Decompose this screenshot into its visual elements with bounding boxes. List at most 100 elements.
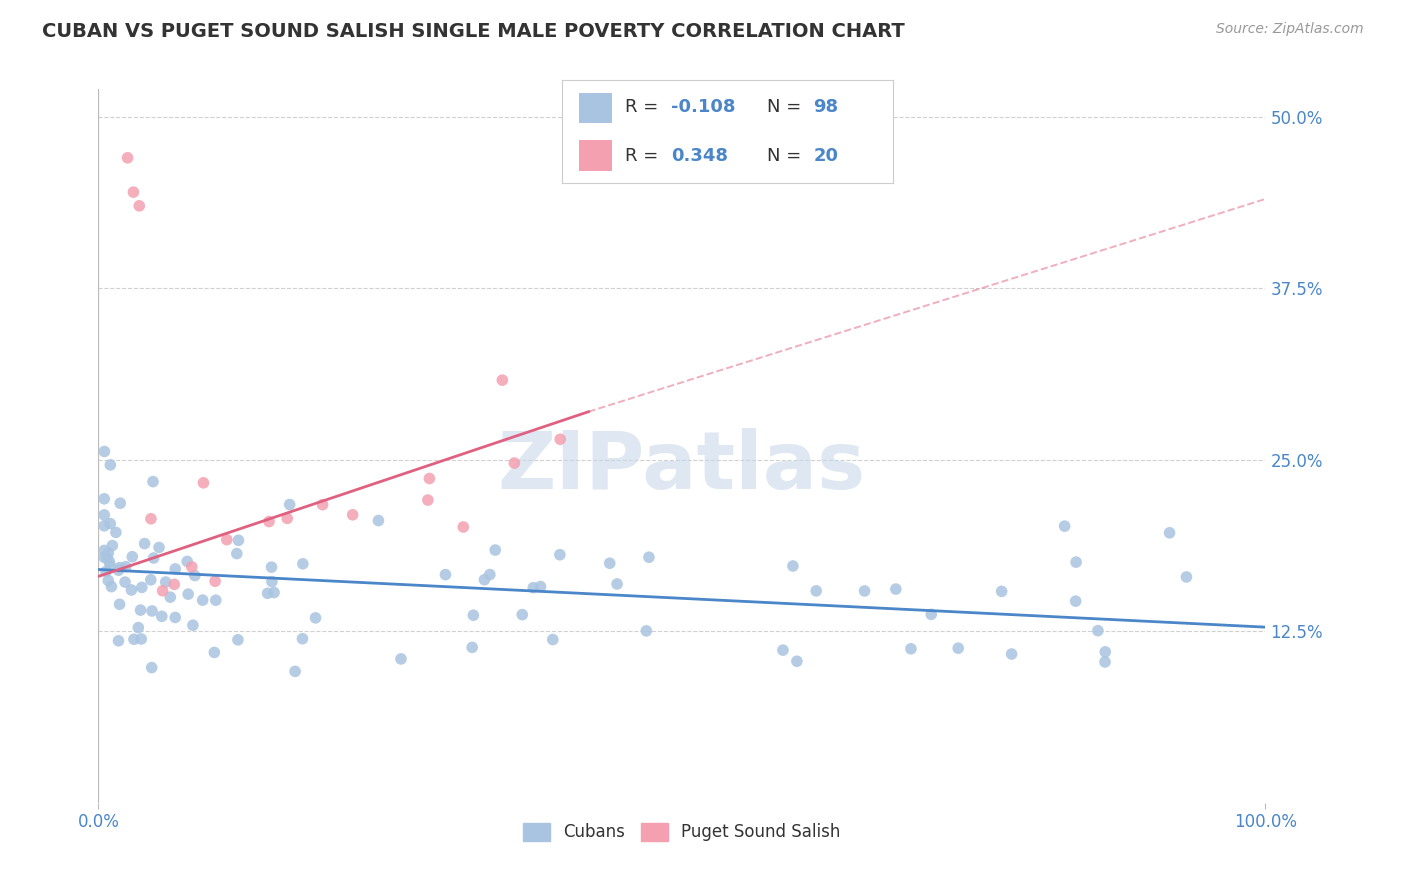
- Text: R =: R =: [626, 98, 658, 117]
- Text: R =: R =: [626, 146, 658, 165]
- Point: [108, 560, 131, 574]
- Point: [176, 554, 198, 568]
- Legend: Cubans, Puget Sound Salish: Cubans, Puget Sound Salish: [516, 816, 848, 848]
- Point: [638, 550, 661, 565]
- Point: [129, 632, 152, 646]
- Text: N =: N =: [768, 98, 801, 117]
- Point: [606, 577, 628, 591]
- Point: [142, 551, 165, 566]
- Point: [177, 587, 200, 601]
- Point: [98, 458, 121, 472]
- Point: [110, 496, 132, 510]
- Point: [1087, 624, 1109, 638]
- Point: [548, 432, 571, 446]
- Point: [193, 475, 215, 490]
- Point: [278, 498, 301, 512]
- Text: CUBAN VS PUGET SOUND SALISH SINGLE MALE POVERTY CORRELATION CHART: CUBAN VS PUGET SOUND SALISH SINGLE MALE …: [42, 22, 905, 41]
- Point: [134, 536, 156, 550]
- Point: [159, 590, 181, 604]
- Text: 20: 20: [814, 146, 838, 165]
- Point: [165, 562, 187, 576]
- Point: [93, 508, 115, 522]
- Point: [127, 621, 149, 635]
- Point: [93, 491, 115, 506]
- Point: [484, 543, 506, 558]
- Point: [263, 585, 285, 599]
- Point: [94, 565, 117, 579]
- Point: [93, 444, 115, 458]
- Point: [260, 574, 283, 589]
- Point: [97, 574, 120, 588]
- Point: [853, 584, 876, 599]
- Point: [806, 583, 828, 598]
- Point: [225, 547, 247, 561]
- Point: [257, 515, 280, 529]
- Point: [510, 607, 533, 622]
- Point: [920, 607, 942, 622]
- Text: -0.108: -0.108: [672, 98, 735, 117]
- Point: [884, 582, 907, 596]
- Point: [291, 557, 314, 571]
- Point: [204, 574, 226, 589]
- Point: [98, 516, 121, 531]
- Point: [461, 640, 484, 655]
- Point: [163, 577, 186, 591]
- Point: [599, 556, 621, 570]
- Point: [948, 641, 970, 656]
- Point: [107, 633, 129, 648]
- Point: [342, 508, 364, 522]
- Point: [117, 151, 139, 165]
- Point: [104, 525, 127, 540]
- Point: [418, 471, 440, 485]
- Point: [1094, 645, 1116, 659]
- Text: N =: N =: [768, 146, 801, 165]
- Point: [100, 580, 122, 594]
- Point: [311, 498, 333, 512]
- Point: [529, 580, 551, 594]
- Point: [541, 632, 564, 647]
- Point: [215, 533, 238, 547]
- Point: [1064, 594, 1087, 608]
- Point: [636, 624, 658, 638]
- Point: [256, 586, 278, 600]
- Point: [202, 645, 225, 659]
- Point: [434, 567, 457, 582]
- Point: [141, 604, 163, 618]
- Point: [990, 584, 1012, 599]
- Point: [128, 199, 150, 213]
- Point: [96, 550, 118, 565]
- Point: [93, 543, 115, 558]
- Point: [503, 456, 526, 470]
- Point: [474, 573, 496, 587]
- Point: [120, 582, 142, 597]
- Point: [122, 185, 145, 199]
- Point: [107, 563, 129, 577]
- Text: ZIPatlas: ZIPatlas: [498, 428, 866, 507]
- Point: [139, 573, 162, 587]
- Point: [276, 511, 298, 525]
- Point: [1053, 519, 1076, 533]
- Point: [1094, 655, 1116, 669]
- Point: [181, 618, 204, 632]
- Point: [108, 597, 131, 611]
- Point: [1159, 525, 1181, 540]
- Text: Source: ZipAtlas.com: Source: ZipAtlas.com: [1216, 22, 1364, 37]
- Point: [122, 632, 145, 647]
- Point: [228, 533, 250, 548]
- Point: [1001, 647, 1024, 661]
- Point: [782, 559, 804, 574]
- Point: [131, 581, 153, 595]
- Point: [548, 548, 571, 562]
- Point: [150, 609, 173, 624]
- Point: [1064, 555, 1087, 569]
- Point: [93, 550, 115, 565]
- Point: [142, 475, 165, 489]
- Point: [453, 520, 475, 534]
- Point: [416, 493, 439, 508]
- Point: [260, 560, 283, 574]
- Point: [98, 555, 121, 569]
- Point: [1175, 570, 1198, 584]
- FancyBboxPatch shape: [579, 93, 612, 123]
- Point: [97, 546, 120, 560]
- Point: [367, 514, 389, 528]
